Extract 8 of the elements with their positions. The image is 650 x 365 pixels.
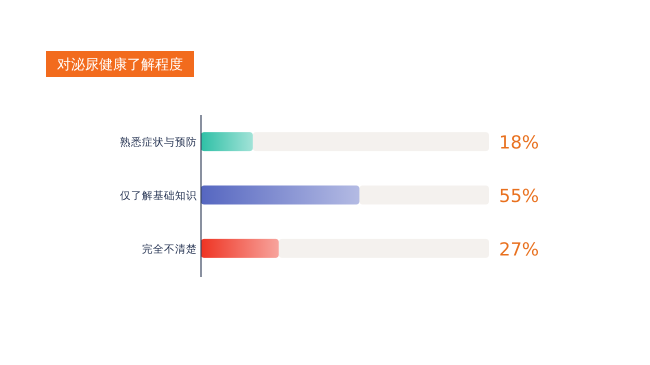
chart-title: 对泌尿健康了解程度 bbox=[57, 57, 183, 73]
y-tick-label: 熟悉症状与预防 bbox=[120, 136, 197, 149]
data-label: 55% bbox=[499, 186, 540, 207]
title: 对泌尿健康了解程度 bbox=[46, 51, 194, 77]
y-tick-label: 完全不清楚 bbox=[142, 242, 197, 256]
data-label: 27% bbox=[499, 239, 540, 260]
y-tick-label: 仅了解基础知识 bbox=[120, 189, 197, 202]
data-label: 18% bbox=[499, 132, 540, 154]
